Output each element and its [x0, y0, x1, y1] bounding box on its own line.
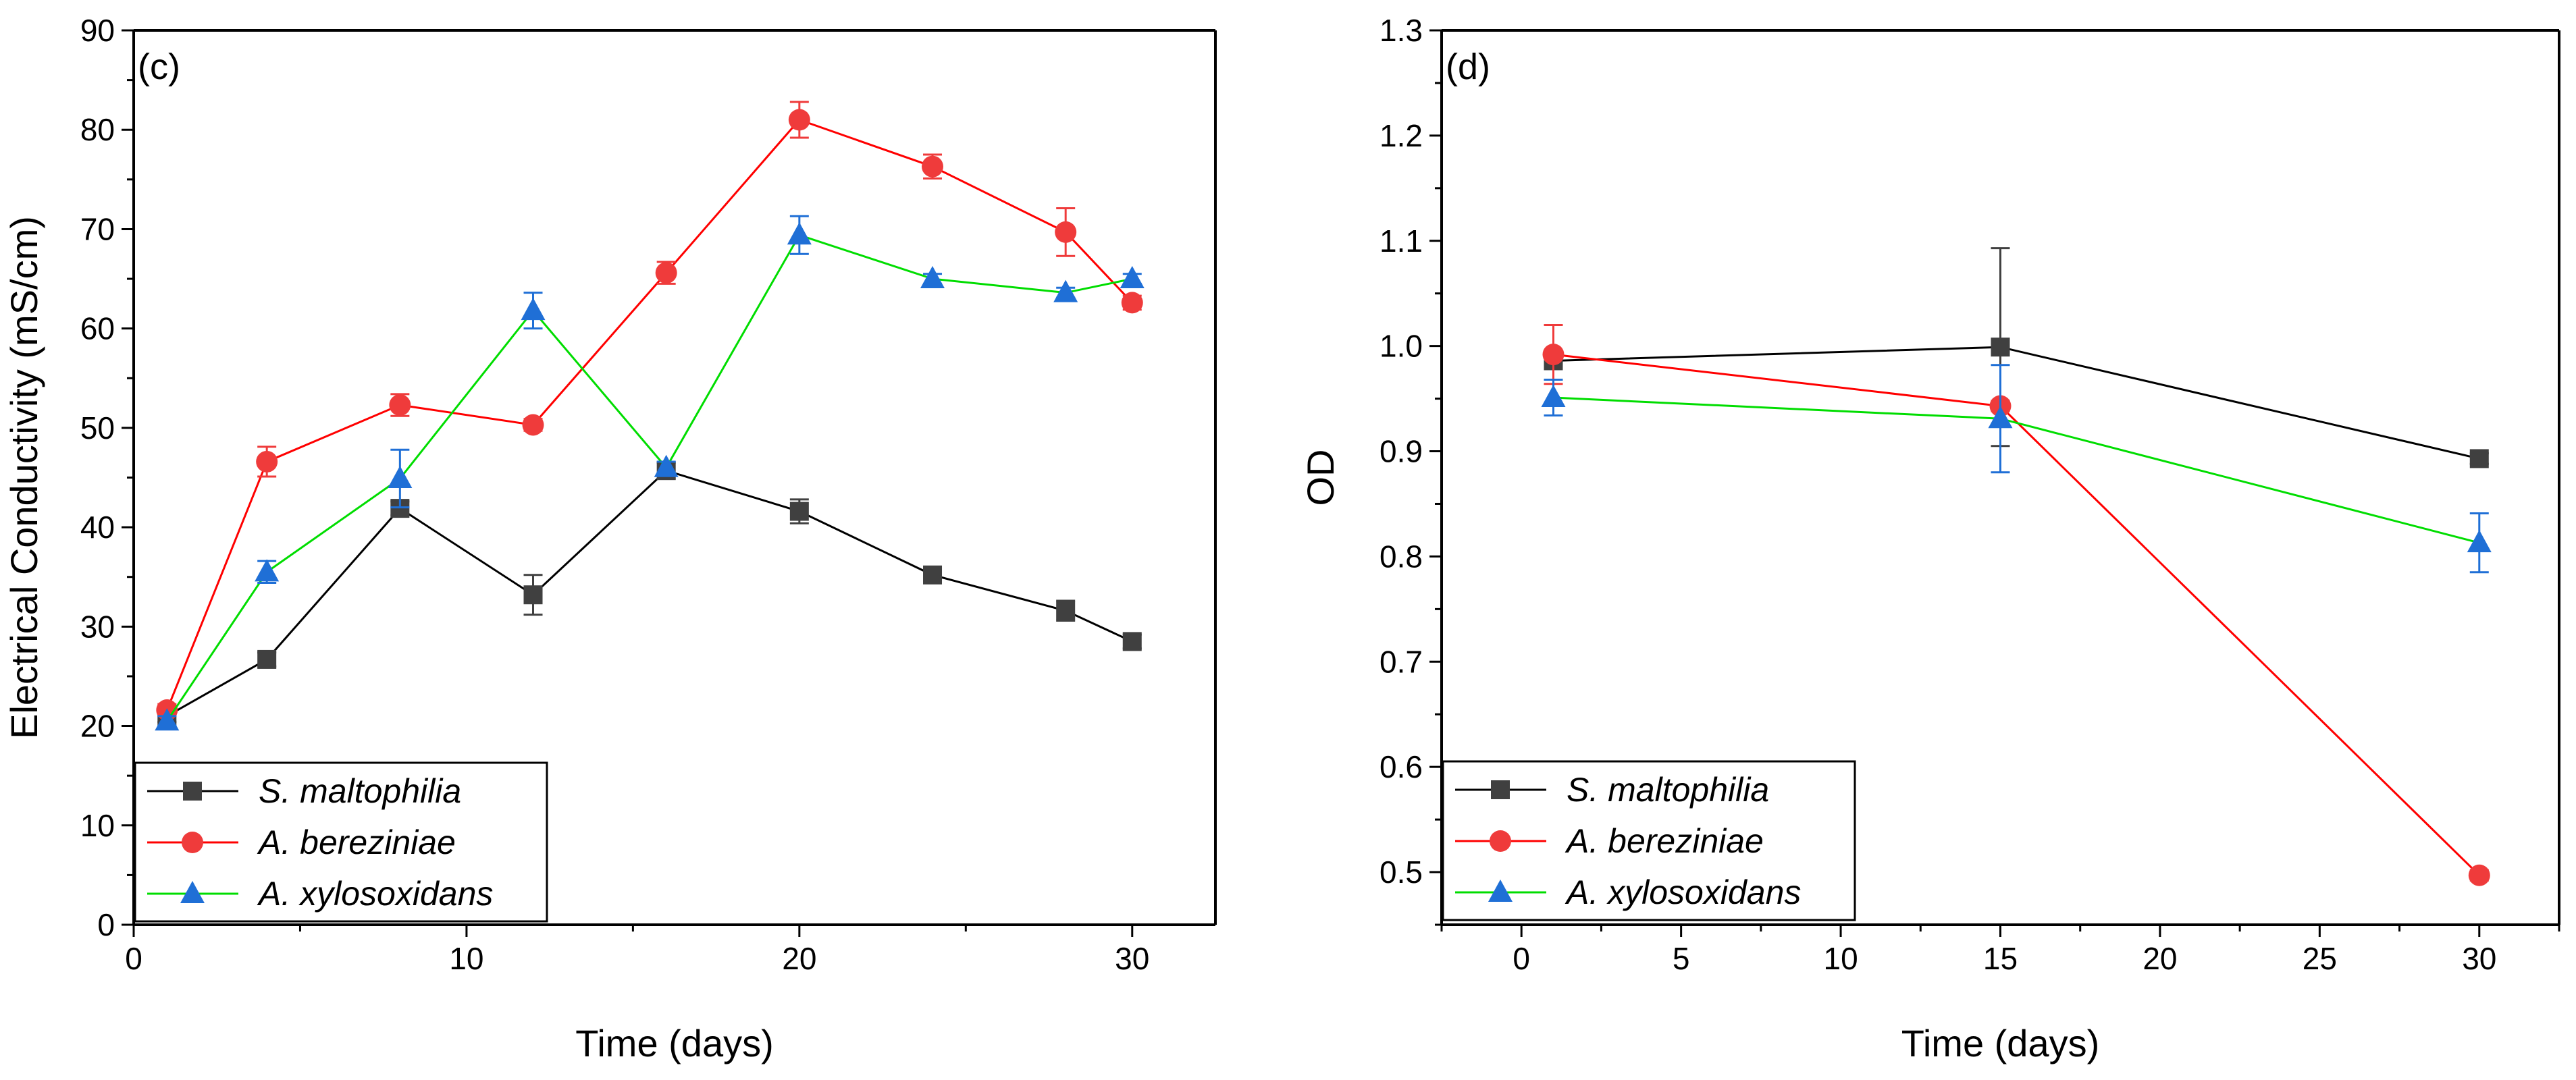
- data-point-triangle: [2467, 530, 2492, 553]
- data-point-circle: [522, 414, 544, 436]
- legend: S. maltophilia A. bereziniae A. xylosoxida…: [1442, 760, 1856, 921]
- series-a-xylosoxidans: [155, 215, 1145, 731]
- series-line: [1553, 346, 2480, 460]
- data-point-triangle: [1053, 279, 1078, 302]
- y-tick-label: 1.0: [1379, 329, 1423, 364]
- panel-label: (c): [138, 47, 180, 87]
- y-tick-label: 70: [80, 211, 115, 246]
- data-point-square: [523, 585, 543, 605]
- y-tick-label: 60: [80, 311, 115, 346]
- series-line: [166, 234, 1133, 722]
- data-point-circle: [788, 109, 810, 131]
- legend-marker-square: [183, 782, 202, 801]
- y-tick-label: 40: [80, 510, 115, 545]
- panel-label: (d): [1446, 47, 1490, 87]
- legend-label: A. xylosoxidans: [1565, 873, 1801, 911]
- data-point-circle: [389, 394, 411, 416]
- x-axis-title: Time (days): [575, 1022, 774, 1064]
- y-tick-label: 0.7: [1379, 644, 1423, 679]
- y-tick-label: 1.2: [1379, 118, 1423, 153]
- data-point-triangle: [1120, 266, 1145, 289]
- legend-marker-circle: [182, 832, 203, 853]
- legend-marker-square: [1491, 780, 1510, 799]
- x-tick-label: 30: [1115, 941, 1149, 976]
- data-point-triangle: [787, 222, 812, 245]
- data-point-square: [923, 565, 943, 585]
- legend: S. maltophilia A. bereziniae A. xylosoxida…: [134, 761, 548, 923]
- y-tick-label: 0.5: [1379, 855, 1423, 890]
- y-tick-label: 80: [80, 112, 115, 147]
- x-tick-label: 0: [1513, 941, 1530, 976]
- x-tick-label: 20: [782, 941, 816, 976]
- data-point-triangle: [155, 708, 180, 731]
- data-point-triangle: [255, 559, 280, 582]
- x-axis-title: Time (days): [1901, 1022, 2100, 1064]
- x-tick-label: 10: [1823, 941, 1858, 976]
- chart-panel-d: 0 5 10 15 20 25 30 0.5 0.6 0.7 0.8 0.9 1.0 1.1 1.2 1.3 T…: [1299, 13, 2560, 1064]
- x-tick-label: 15: [1983, 941, 2018, 976]
- legend-marker-triangle: [1488, 880, 1513, 902]
- legend-label: S. maltophilia: [259, 772, 461, 810]
- x-tick-label: 5: [1673, 941, 1690, 976]
- data-point-circle: [1055, 221, 1077, 243]
- data-point-square: [1122, 632, 1142, 651]
- x-tick-label: 20: [2143, 941, 2177, 976]
- data-point-square: [1056, 601, 1076, 620]
- y-tick-label: 0.9: [1379, 434, 1423, 469]
- y-tick-label: 0.6: [1379, 749, 1423, 784]
- data-point-square: [257, 649, 277, 669]
- data-point-circle: [256, 450, 278, 473]
- y-tick-label: 30: [80, 609, 115, 644]
- data-point-circle: [922, 155, 944, 178]
- data-point-triangle: [521, 298, 546, 321]
- data-point-circle: [1121, 292, 1143, 314]
- data-point-circle: [655, 262, 677, 284]
- x-tick-label: 10: [449, 941, 483, 976]
- legend-label: S. maltophilia: [1567, 771, 1769, 809]
- data-point-square: [789, 502, 809, 521]
- data-point-triangle: [388, 465, 413, 488]
- data-point-triangle: [920, 266, 945, 289]
- x-tick-label: 25: [2303, 941, 2337, 976]
- data-point-square: [2469, 449, 2489, 468]
- series-a-bereziniae: [156, 101, 1143, 721]
- data-point-triangle: [1988, 406, 2013, 429]
- y-tick-label: 50: [80, 410, 115, 446]
- y-tick-label: 90: [80, 13, 115, 48]
- data-point-square: [1991, 338, 2010, 357]
- y-tick-label: 0: [97, 907, 115, 942]
- data-point-triangle: [654, 454, 679, 477]
- series-line: [165, 118, 1133, 711]
- data-point-circle: [2468, 864, 2490, 886]
- y-tick-label: 10: [80, 808, 115, 843]
- y-axis-title: OD: [1299, 450, 1342, 506]
- y-tick-label: 0.8: [1379, 539, 1423, 574]
- data-point-triangle: [1541, 385, 1566, 408]
- y-axis-title: Electrical Conductivity (mS/cm): [3, 216, 45, 739]
- y-tick-label: 20: [80, 709, 115, 744]
- y-tick-label: 1.3: [1379, 13, 1423, 48]
- series-line: [1553, 396, 2480, 544]
- chart-panel-c: 0 10 20 30 0 10 20 30 40 50 60 70 80 90 Time (days) Ele…: [3, 13, 1217, 1064]
- series-line: [166, 469, 1133, 718]
- legend-label: A. bereziniae: [1565, 822, 1764, 860]
- legend-label: A. bereziniae: [257, 824, 456, 861]
- series-s-maltophilia: [1544, 247, 2489, 468]
- legend-label: A. xylosoxidans: [257, 875, 493, 913]
- data-point-circle: [1542, 344, 1565, 366]
- legend-marker-circle: [1490, 830, 1511, 852]
- y-tick-label: 1.1: [1379, 223, 1423, 259]
- legend-marker-triangle: [180, 881, 205, 903]
- series-s-maltophilia: [157, 461, 1142, 726]
- x-tick-label: 0: [125, 941, 142, 976]
- x-tick-label: 30: [2462, 941, 2496, 976]
- series-a-xylosoxidans: [1541, 364, 2492, 574]
